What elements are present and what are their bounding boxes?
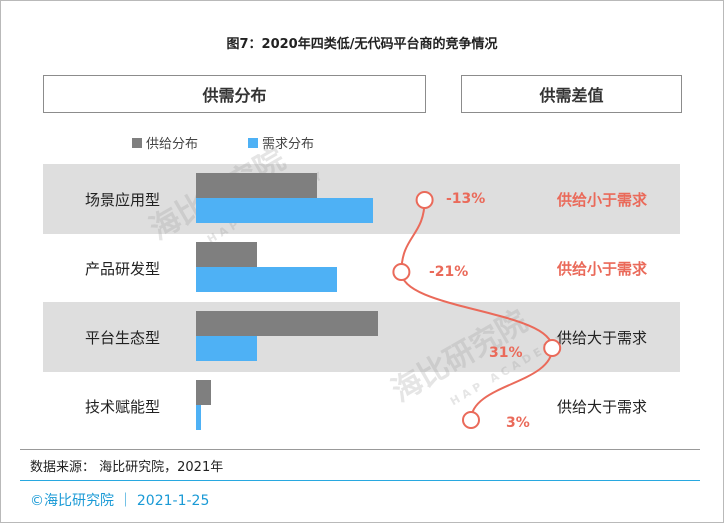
legend-supply: 供给分布 <box>132 133 198 152</box>
bar-supply-1 <box>196 173 318 198</box>
category-label-4: 技术赋能型 <box>85 398 161 416</box>
bar-supply-2 <box>196 242 257 267</box>
bar-supply-3 <box>196 311 378 336</box>
footer-copyright: ©海比研究院 ｜ 2021-1-25 <box>30 493 210 509</box>
legend-supply-label: 供给分布 <box>146 137 199 152</box>
gap-verdict-3: 供给大于需求 <box>557 329 648 347</box>
chart-title: 图7：2020年四类低/无代码平台商的竞争情况 <box>226 37 498 52</box>
gap-point-1 <box>415 191 434 209</box>
gap-verdict-2: 供给小于需求 <box>557 260 648 278</box>
legend-demand-label: 需求分布 <box>262 137 315 152</box>
source-divider <box>20 449 700 450</box>
footer-divider <box>20 480 700 481</box>
gap-label-1: -13% <box>446 191 486 207</box>
bar-demand-3 <box>196 336 257 361</box>
gap-verdict-4: 供给大于需求 <box>557 398 648 416</box>
category-label-1: 场景应用型 <box>85 191 161 209</box>
bar-demand-1 <box>196 198 373 223</box>
bar-supply-4 <box>196 380 212 405</box>
data-source: 数据来源： 海比研究院，2021年 <box>30 460 224 475</box>
category-label-3: 平台生态型 <box>85 329 161 347</box>
gap-label-3: 31% <box>489 345 523 361</box>
section-gap-header: 供需差值 <box>461 75 682 113</box>
gap-point-3 <box>543 339 562 357</box>
gap-verdict-1: 供给小于需求 <box>557 191 648 209</box>
bar-demand-2 <box>196 267 338 292</box>
legend-demand: 需求分布 <box>248 133 314 152</box>
gap-point-4 <box>462 411 480 429</box>
bar-demand-4 <box>196 405 202 430</box>
gap-point-2 <box>392 263 411 281</box>
gap-label-2: -21% <box>429 264 469 280</box>
section-supply-demand-header: 供需分布 <box>43 75 426 113</box>
category-label-2: 产品研发型 <box>85 260 161 278</box>
legend-supply-swatch <box>132 137 142 148</box>
gap-curve <box>400 199 554 421</box>
gap-label-4: 3% <box>506 415 530 431</box>
legend-demand-swatch <box>248 137 258 148</box>
